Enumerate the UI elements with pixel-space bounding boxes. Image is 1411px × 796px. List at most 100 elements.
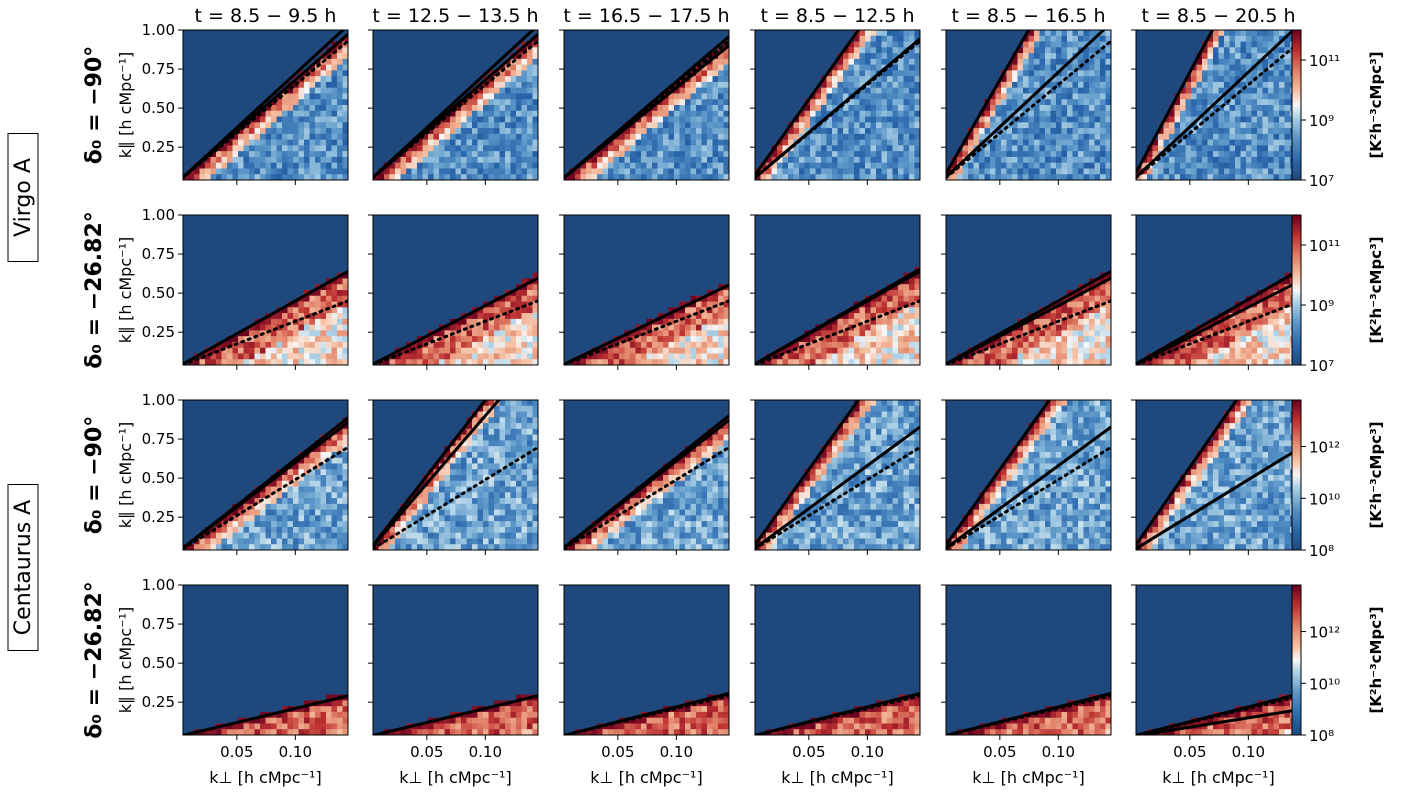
dotted-line [1136,694,1301,735]
horizon-line [183,416,348,550]
dotted-line [183,445,348,550]
heatmap-cells [755,215,920,365]
y-tick-label: 0.25 [142,323,175,341]
horizon-line [1136,279,1301,365]
dotted-line [183,39,348,180]
colorbar-tick-label: 10¹⁰ [1309,490,1340,508]
horizon-line [183,30,346,179]
row-label: δ₀ = −26.82° [82,581,107,739]
panel-frame [945,214,1112,366]
panel-frame [754,584,921,736]
row-labels: δ₀ = −90° δ₀ = −26.82° δ₀ = −90° δ₀ = −26.8… [82,46,107,739]
panel-r2-c4 [750,214,921,370]
row-label: δ₀ = −26.82° [82,211,107,369]
dotted-line [755,39,920,180]
panel-r3-c4 [750,399,921,555]
colorbar-label: [K²h⁻³cMpc³] [1367,606,1385,713]
y-axis-label: k∥ [h cMpc⁻¹] [116,52,135,158]
y-tick-label: 0.50 [142,99,175,117]
dotted-line [755,299,920,365]
panel-frame [754,214,921,366]
colorbar-tick-label: 10¹¹ [1309,237,1340,255]
x-tick-label: 0.10 [279,743,312,761]
colorbar-label: [K²h⁻³cMpc³] [1367,51,1385,158]
heatmap-cells [564,30,729,180]
heatmap-cells [1136,30,1301,180]
horizon-line [373,30,536,179]
x-tick-label: 0.05 [1173,743,1206,761]
dotted-line [946,299,1111,365]
horizon-line [1136,30,1296,179]
y-tick-label: 0.25 [142,508,175,526]
panel-r3-c3 [559,399,730,555]
panel-frame [754,399,921,551]
panel-r4-c5: 0.05 0.10 k⊥ [h cMpc⁻¹] [941,584,1112,787]
dotted-line [755,445,920,550]
colorbar-tick-label: 10¹² [1309,624,1340,642]
heatmap-cells [564,585,729,735]
y-tick-label: 1.00 [142,576,175,594]
heatmap-cells [946,30,1111,180]
x-tick-label: 0.05 [983,743,1016,761]
panel-frame [945,29,1112,181]
x-tick-label: 0.05 [601,743,634,761]
heatmap-cells [755,585,920,735]
horizon-line [564,283,729,365]
colorbar: 10⁸ 10¹⁰ 10¹² [K²h⁻³cMpc³] [1291,584,1385,745]
x-tick-label: 0.10 [469,743,502,761]
colorbar: 10⁷ 10⁹ 10¹¹ [K²h⁻³cMpc³] [1291,214,1385,375]
horizon-line [373,400,488,547]
panel-frame [372,399,539,551]
dotted-line [946,445,1111,550]
panel-frame [182,214,349,366]
x-tick-label: 0.10 [1042,743,1075,761]
colorbar-label: [K²h⁻³cMpc³] [1367,421,1385,528]
y-axis-label: k∥ [h cMpc⁻¹] [116,607,135,713]
column-title: t = 16.5 − 17.5 h [563,5,729,27]
heatmap-cells [946,400,1111,550]
colorbars: 10⁷ 10⁹ 10¹¹ [K²h⁻³cMpc³] 10⁷ 10⁹ 10¹¹ [K²h⁻³cM… [1291,29,1385,745]
panel-frame [563,29,730,181]
dotted-line [946,694,1111,735]
colorbar: 10⁸ 10¹⁰ 10¹² [K²h⁻³cMpc³] [1291,399,1385,560]
panel-grid: 1.00 0.75 0.50 0.25 k∥ [h cMpc⁻¹] 1.00 0.75 0.5… [116,21,1302,787]
x-tick-label: 0.05 [220,743,253,761]
source-label: Centaurus A [7,484,39,651]
row-label: δ₀ = −90° [82,46,107,165]
horizon-line [946,400,1052,546]
x-tick-label: 0.05 [792,743,825,761]
heatmap-cells [946,215,1111,365]
panel-r2-c1: 1.00 0.75 0.50 0.25 k∥ [h cMpc⁻¹] [116,206,349,370]
dotted-line [755,694,920,735]
column-title: t = 8.5 − 20.5 h [1141,5,1295,27]
column-titles: t = 8.5 − 9.5 h t = 12.5 − 13.5 h t = 16.5… [195,5,1296,27]
column-title: t = 12.5 − 13.5 h [372,5,538,27]
column-title: t = 8.5 − 16.5 h [951,5,1105,27]
panel-r3-c2 [368,399,539,555]
panel-r1-c3 [559,29,730,185]
y-tick-label: 0.50 [142,284,175,302]
colorbar-tick-label: 10⁹ [1309,297,1334,315]
panel-frame [563,584,730,736]
x-tick-label: 0.10 [851,743,884,761]
dotted-line [564,299,729,365]
heatmap-cells [946,585,1111,735]
dotted-line [373,445,538,550]
panel-r4-c2: 0.05 0.10 k⊥ [h cMpc⁻¹] [368,584,539,787]
heatmap-cells [1136,400,1301,550]
horizon-line [755,267,920,365]
panel-frame [372,29,539,181]
heatmap-cells [564,215,729,365]
dotted-line [373,694,538,735]
y-tick-label: 0.50 [142,654,175,672]
y-tick-label: 0.50 [142,469,175,487]
heatmap-cells [183,400,348,550]
horizon-line [755,30,861,176]
panel-r3-c6 [1131,399,1302,555]
y-tick-label: 0.75 [142,245,175,263]
panel-r4-c4: 0.05 0.10 k⊥ [h cMpc⁻¹] [750,584,921,787]
y-tick-label: 0.75 [142,60,175,78]
row-label: δ₀ = −90° [82,416,107,535]
colorbar-tick-label: 10⁸ [1309,727,1334,745]
